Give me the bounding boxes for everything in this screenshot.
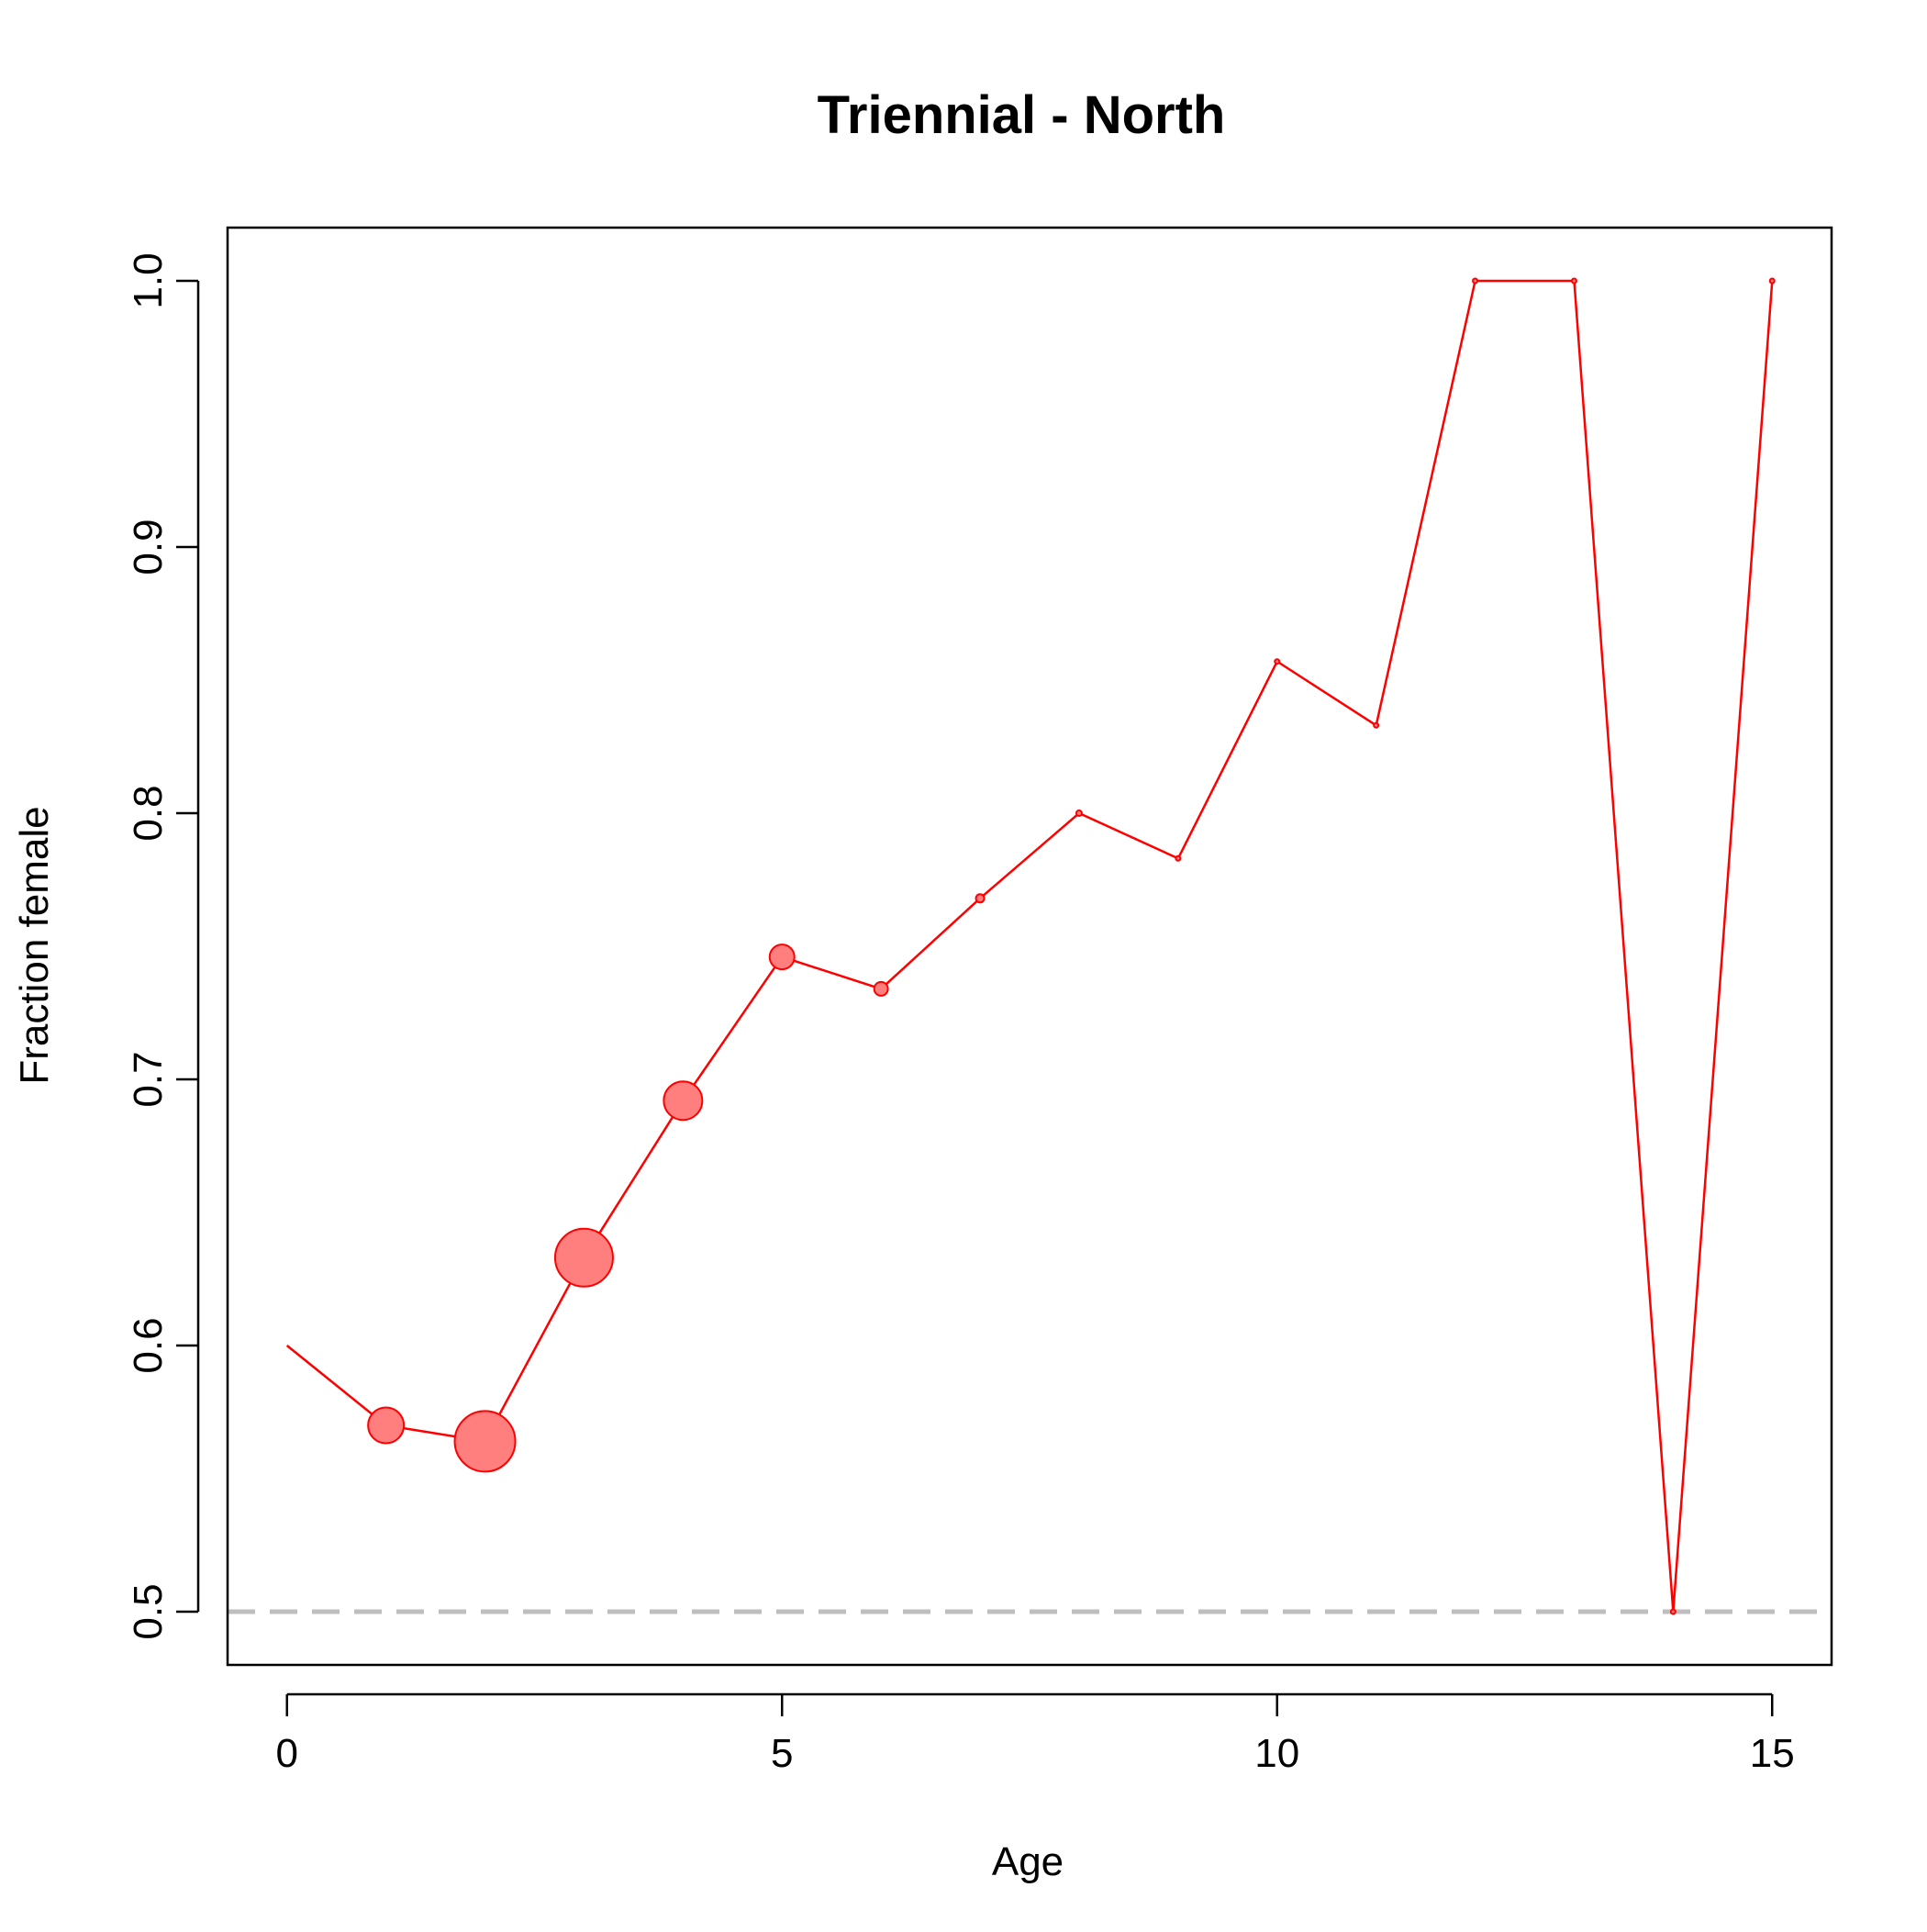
y-tick-label: 0.7: [126, 1051, 171, 1107]
data-point: [1175, 854, 1182, 862]
data-point: [367, 1406, 406, 1445]
series-line: [285, 279, 1774, 1614]
data-point: [1570, 277, 1577, 285]
x-tick-label: 5: [771, 1731, 793, 1776]
data-point: [1669, 1608, 1676, 1615]
y-tick-label: 1.0: [126, 252, 171, 308]
x-tick-label: 15: [1750, 1731, 1795, 1776]
data-point: [453, 1410, 517, 1473]
data-point: [663, 1080, 704, 1122]
data-point: [1075, 810, 1083, 817]
y-axis-label: Fraction female: [12, 806, 57, 1084]
data-point: [975, 893, 986, 904]
data-point: [1373, 721, 1380, 729]
data-point: [768, 944, 796, 971]
plot-area: [228, 277, 1832, 1615]
x-tick-label: 10: [1254, 1731, 1299, 1776]
x-tick-label: 0: [275, 1731, 297, 1776]
y-tick-label: 0.6: [126, 1317, 171, 1373]
data-point: [553, 1227, 614, 1288]
x-axis-label: Age: [992, 1839, 1064, 1884]
y-tick-label: 0.9: [126, 519, 171, 575]
chart-title: Triennial - North: [818, 85, 1226, 145]
data-point: [1472, 277, 1479, 285]
data-point: [873, 980, 889, 997]
data-point: [1274, 658, 1281, 665]
y-tick-label: 0.5: [126, 1583, 171, 1639]
data-point: [1768, 277, 1776, 285]
y-tick-label: 0.8: [126, 785, 171, 841]
plot-frame: [226, 226, 1833, 1667]
